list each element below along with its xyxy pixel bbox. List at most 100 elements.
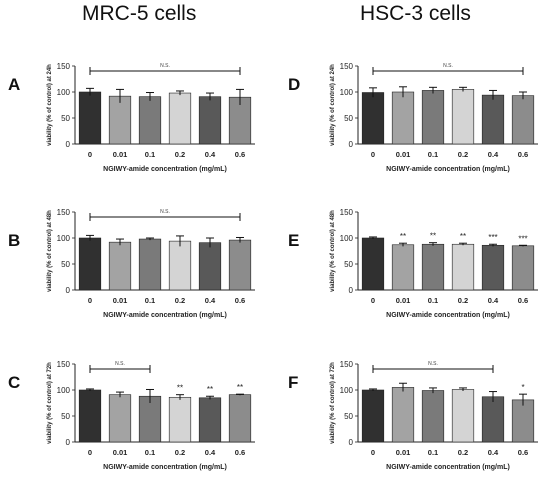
x-tick-label-d-1: 0.01 — [396, 150, 411, 159]
x-tick-label-d-0: 0 — [371, 150, 375, 159]
column-title-mrc5: MRC-5 cells — [82, 2, 197, 25]
x-tick-label-a-2: 0.1 — [145, 150, 155, 159]
x-axis-label-c: NGIWY-amide concentration (mg/mL) — [103, 464, 227, 471]
bar-d-5 — [511, 95, 535, 145]
column-title-hsc3: HSC-3 cells — [360, 2, 471, 25]
y-tick-label-c: 0 — [66, 438, 71, 447]
y-tick-label-f: 100 — [340, 386, 354, 395]
x-tick-label-f-3: 0.2 — [458, 448, 468, 457]
x-tick-label-e-2: 0.1 — [428, 296, 438, 305]
bar-e-3 — [451, 243, 475, 291]
x-tick-label-c-5: 0.6 — [235, 448, 245, 457]
bar-c-0 — [78, 389, 102, 443]
ns-label-d: N.S. — [443, 63, 453, 69]
significance-mark-e-5: *** — [518, 234, 527, 243]
ns-label-a: N.S. — [160, 63, 170, 69]
y-tick-label-d: 50 — [344, 114, 353, 123]
y-tick-label-a: 50 — [61, 114, 70, 123]
y-tick-label-d: 150 — [340, 62, 354, 71]
y-axis-label-d: viability (% of control) at 24h — [330, 64, 336, 146]
panel-label-e: E — [288, 231, 299, 250]
significance-mark-e-4: *** — [488, 233, 497, 242]
bar-b-1 — [108, 241, 132, 291]
bar-e-1 — [391, 244, 415, 291]
bar-b-4 — [198, 242, 222, 291]
y-tick-label-d: 0 — [349, 140, 354, 149]
significance-mark-f-5: * — [521, 383, 524, 392]
ns-label-b: N.S. — [160, 209, 170, 215]
bar-d-0 — [361, 92, 385, 145]
y-tick-label-e: 50 — [344, 260, 353, 269]
x-tick-label-b-0: 0 — [88, 296, 92, 305]
x-tick-label-f-1: 0.01 — [396, 448, 411, 457]
x-tick-label-d-3: 0.2 — [458, 150, 468, 159]
bar-a-2 — [138, 96, 162, 145]
x-tick-label-b-4: 0.4 — [205, 296, 216, 305]
bar-c-2 — [138, 395, 162, 443]
significance-mark-c-4: ** — [207, 385, 213, 394]
significance-mark-e-1: ** — [400, 232, 406, 241]
y-axis-label-e: viability (% of control) at 48h — [330, 210, 336, 292]
x-tick-label-f-5: 0.6 — [518, 448, 528, 457]
x-axis-label-a: NGIWY-amide concentration (mg/mL) — [103, 166, 227, 173]
panel-label-f: F — [288, 373, 298, 392]
bar-e-4 — [481, 244, 505, 291]
x-tick-label-a-5: 0.6 — [235, 150, 245, 159]
bar-c-5 — [228, 394, 252, 443]
bar-a-3 — [168, 92, 192, 145]
x-tick-label-a-1: 0.01 — [113, 150, 128, 159]
bar-d-1 — [391, 91, 415, 145]
y-tick-label-e: 0 — [349, 286, 354, 295]
x-tick-label-c-3: 0.2 — [175, 448, 185, 457]
y-tick-label-a: 100 — [57, 88, 71, 97]
y-tick-label-f: 0 — [349, 438, 354, 447]
x-tick-label-e-0: 0 — [371, 296, 375, 305]
bar-a-4 — [198, 96, 222, 145]
y-axis-label-b: viability (% of control) at 48h — [47, 210, 53, 292]
x-axis-label-e: NGIWY-amide concentration (mg/mL) — [386, 312, 510, 319]
bar-e-0 — [361, 237, 385, 291]
panel-label-d: D — [288, 75, 300, 94]
y-tick-label-d: 100 — [340, 88, 354, 97]
bar-b-5 — [228, 239, 252, 291]
bar-b-3 — [168, 240, 192, 291]
x-tick-label-e-3: 0.2 — [458, 296, 468, 305]
x-tick-label-e-1: 0.01 — [396, 296, 411, 305]
y-tick-label-a: 150 — [57, 62, 71, 71]
x-tick-label-a-3: 0.2 — [175, 150, 185, 159]
ns-label-f: N.S. — [428, 361, 438, 367]
bar-f-3 — [451, 389, 475, 443]
x-tick-label-b-3: 0.2 — [175, 296, 185, 305]
significance-mark-e-3: ** — [460, 232, 466, 241]
panel-label-a: A — [8, 75, 20, 94]
bar-f-4 — [481, 396, 505, 443]
significance-mark-e-2: ** — [430, 232, 436, 241]
y-tick-label-a: 0 — [66, 140, 71, 149]
y-tick-label-f: 50 — [344, 412, 353, 421]
bar-e-5 — [511, 245, 535, 291]
x-tick-label-b-5: 0.6 — [235, 296, 245, 305]
x-tick-label-b-1: 0.01 — [113, 296, 128, 305]
y-tick-label-b: 150 — [57, 208, 71, 217]
x-axis-label-b: NGIWY-amide concentration (mg/mL) — [103, 312, 227, 319]
x-tick-label-a-0: 0 — [88, 150, 92, 159]
x-tick-label-c-4: 0.4 — [205, 448, 216, 457]
x-axis-label-d: NGIWY-amide concentration (mg/mL) — [386, 166, 510, 173]
y-tick-label-b: 100 — [57, 234, 71, 243]
bar-b-0 — [78, 237, 102, 291]
bar-f-0 — [361, 389, 385, 443]
ns-label-c: N.S. — [115, 361, 125, 367]
bar-d-3 — [451, 89, 475, 145]
x-tick-label-d-4: 0.4 — [488, 150, 499, 159]
y-tick-label-f: 150 — [340, 360, 354, 369]
y-tick-label-b: 0 — [66, 286, 71, 295]
y-tick-label-e: 150 — [340, 208, 354, 217]
bar-c-3 — [168, 396, 192, 443]
x-tick-label-c-0: 0 — [88, 448, 92, 457]
x-tick-label-f-2: 0.1 — [428, 448, 438, 457]
x-tick-label-b-2: 0.1 — [145, 296, 155, 305]
bar-d-2 — [421, 90, 445, 145]
bar-b-2 — [138, 238, 162, 291]
x-tick-label-a-4: 0.4 — [205, 150, 216, 159]
